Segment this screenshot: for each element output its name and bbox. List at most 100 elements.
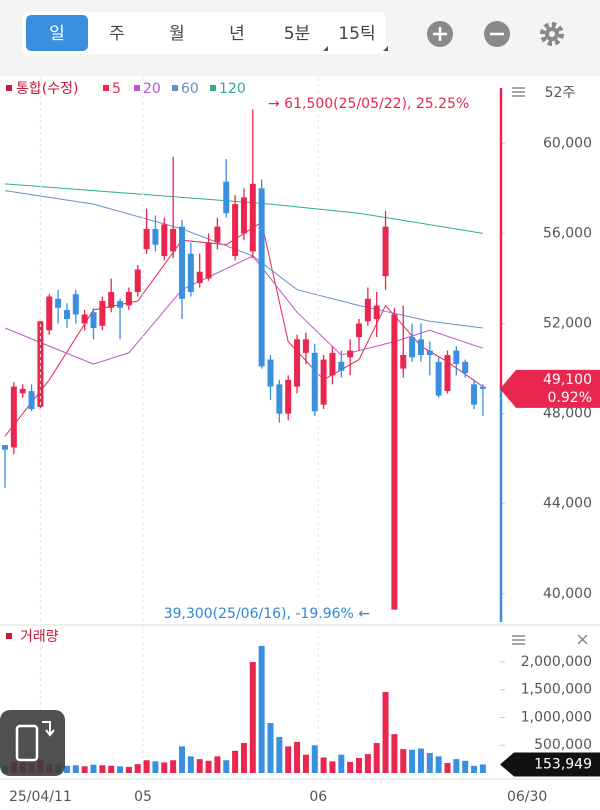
y-tick-label: 500,000 [534, 737, 592, 753]
volume-bar [143, 760, 150, 773]
volume-bar [453, 759, 460, 773]
y-tick-label: 52,000 [543, 316, 592, 332]
volume-bar [240, 743, 247, 773]
candle-body [444, 355, 451, 392]
candle-body [294, 339, 301, 387]
tab[interactable]: 5분 [284, 24, 310, 44]
candle-body [28, 391, 35, 410]
candle-body [391, 314, 398, 610]
volume-menu-icon[interactable] [512, 635, 525, 645]
volume-bar [320, 757, 327, 773]
tab[interactable]: 주 [109, 24, 125, 44]
volume-bar [409, 749, 416, 773]
volume-bar [267, 723, 274, 773]
legend-swatch [6, 85, 12, 91]
volume-bar [356, 758, 362, 773]
tab-dropdown-mark [323, 46, 328, 51]
candle-body [302, 339, 309, 353]
y-tick-label: 1,500,000 [521, 682, 592, 698]
volume-bar [302, 754, 309, 773]
volume-bar [232, 750, 239, 773]
tab[interactable]: 일 [49, 24, 65, 44]
moving-average [4, 190, 483, 329]
candle-body [108, 291, 115, 308]
volume-bar [134, 764, 141, 773]
candle-body [479, 386, 486, 389]
axis-title: 52주 [545, 85, 576, 101]
tabs: 일 주 월 년 5분 15틱 [26, 15, 388, 51]
y-tick-label: 60,000 [543, 135, 592, 151]
gear-teeth [540, 22, 564, 46]
candle-body [55, 298, 62, 308]
tab[interactable]: 년 [229, 24, 245, 44]
candle-body [46, 296, 53, 331]
volume-bar [294, 741, 301, 773]
volume-bar [285, 746, 292, 773]
candle-body [214, 226, 221, 243]
volume-bar [329, 761, 336, 773]
price-menu-icon[interactable] [512, 87, 525, 97]
candle-body [382, 226, 389, 277]
current-volume: 153,949 [534, 756, 592, 772]
candle-body [152, 228, 159, 245]
candle-body [409, 337, 416, 358]
tab[interactable]: 15틱 [338, 24, 375, 44]
candle-body [81, 314, 88, 324]
candle-body [338, 361, 345, 371]
volume-bar [471, 765, 478, 773]
candle-body [143, 228, 150, 250]
volume-bar [347, 761, 354, 773]
volume-swatch [6, 633, 12, 639]
candle-body [435, 361, 442, 396]
candle-body [285, 379, 292, 414]
rotate-button-bg [0, 710, 65, 776]
tab-group [22, 12, 386, 54]
candle-body [196, 271, 203, 283]
tab[interactable]: 월 [169, 24, 185, 44]
candle-body [320, 359, 327, 405]
candle-body [240, 197, 247, 234]
legend-swatch [134, 85, 140, 91]
volume-bar [462, 760, 469, 773]
x-tick-label: 06 [309, 789, 327, 805]
legend-label: 120 [219, 81, 246, 97]
candle-body [471, 384, 478, 405]
legend-label: 60 [181, 81, 199, 97]
volume-bar [196, 759, 203, 773]
candle-body [232, 204, 239, 256]
y-tick-label: 56,000 [543, 225, 592, 241]
volume-bar [426, 753, 433, 773]
candle-body [2, 445, 8, 450]
volume-bar [179, 746, 185, 773]
tab-selected-bg [26, 15, 88, 51]
volume-bar [249, 661, 256, 773]
legend-swatch [172, 85, 178, 91]
candle-body [125, 291, 132, 306]
moving-average [4, 221, 484, 437]
candle-body [329, 352, 336, 376]
candle-body [19, 388, 26, 394]
candle-body [364, 298, 371, 322]
tab-dropdown-mark [383, 46, 388, 51]
current-price: 49,100 [543, 372, 592, 388]
volume-bar [63, 765, 70, 773]
candle-body [426, 350, 433, 356]
candle-body [417, 339, 424, 356]
volume-title: 거래량 [20, 629, 59, 645]
volume-bar [125, 766, 132, 773]
legend-title: 통합(수정) [16, 81, 78, 97]
candle-body [161, 224, 168, 256]
rotate-button[interactable] [0, 710, 65, 776]
phone-icon [15, 724, 39, 762]
candle-body [258, 188, 265, 367]
volume-bar [152, 761, 159, 773]
high-annotation: → 61,500(25/05/22), 25.25% [268, 96, 469, 112]
x-tick-label: 06/30 [507, 789, 547, 805]
volume-bar [90, 764, 97, 773]
volume-bar [223, 760, 230, 773]
y-tick-label: 44,000 [543, 496, 592, 512]
volume-close-icon[interactable] [577, 634, 588, 645]
settings-button[interactable] [540, 22, 564, 46]
legend-label: 20 [143, 81, 161, 97]
